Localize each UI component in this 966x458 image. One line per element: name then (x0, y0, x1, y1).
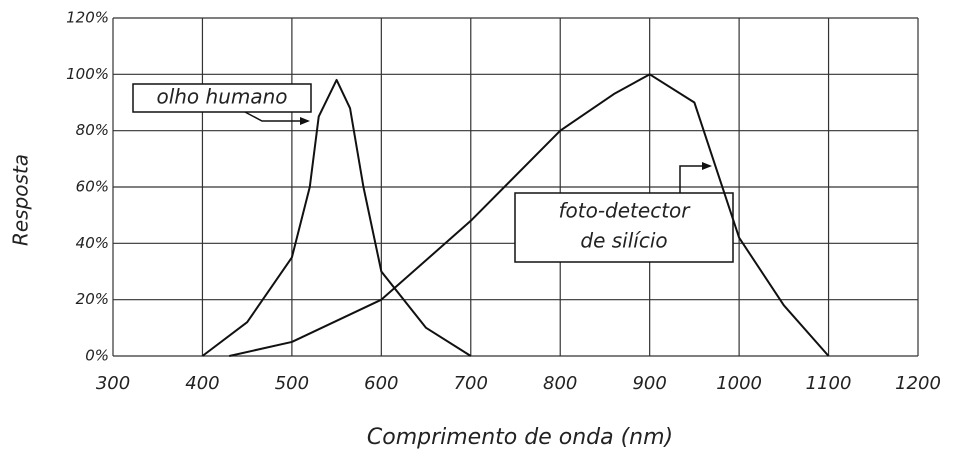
x-tick-label: 1200 (895, 373, 941, 394)
page: {"chart_data": {"type": "line", "xlabel"… (0, 0, 966, 458)
annotation-text: de silício (580, 229, 667, 253)
arrow-head (300, 117, 310, 125)
annotation-arrow (245, 112, 308, 121)
x-tick-label: 700 (454, 373, 488, 394)
y-tick-label: 80% (76, 121, 109, 139)
x-tick-label: 300 (96, 373, 130, 394)
annotation-arrow (680, 166, 710, 193)
x-tick-label: 500 (275, 373, 309, 394)
chart: Comprimento de onda (nm) Resposta 300 400… (0, 0, 966, 458)
annotation-text: olho humano (156, 85, 287, 109)
y-tick-label: 120% (66, 9, 109, 27)
arrow-head (702, 162, 712, 170)
x-tick-label: 900 (632, 373, 666, 394)
y-tick-label: 20% (76, 290, 109, 308)
x-tick-label: 1000 (716, 373, 762, 394)
x-tick-label: 400 (185, 373, 219, 394)
y-tick-label: 60% (76, 178, 109, 196)
y-tick-label: 100% (66, 65, 109, 83)
y-axis-label: Resposta (9, 154, 33, 246)
x-tick-label: 600 (364, 373, 398, 394)
data-line (202, 80, 470, 356)
x-tick-label: 800 (543, 373, 577, 394)
y-tick-label: 0% (85, 347, 109, 365)
annotation-text: foto-detector (558, 199, 691, 223)
x-axis-label: Comprimento de onda (nm) (367, 425, 673, 450)
x-tick-label: 1100 (806, 373, 852, 394)
y-tick-label: 40% (76, 234, 109, 252)
